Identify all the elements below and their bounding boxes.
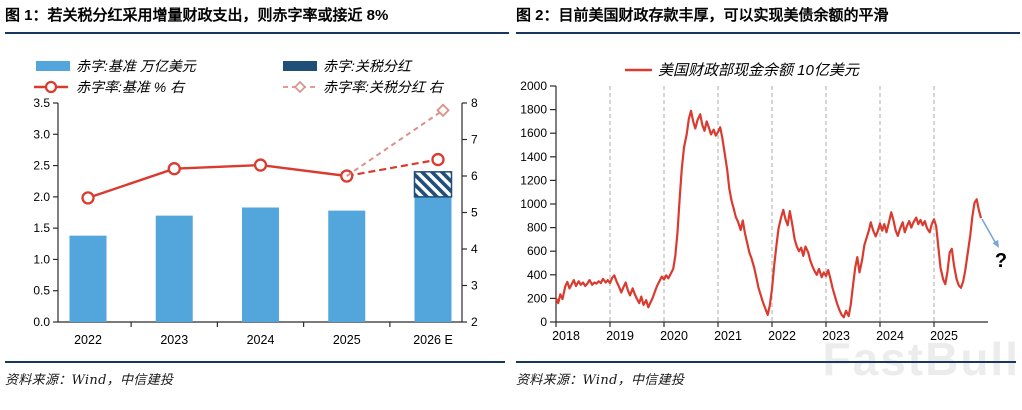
legend-swatch-baseline-deficit: [36, 61, 70, 71]
question-mark: ?: [995, 250, 1007, 272]
legend-marker-circle: [44, 80, 58, 94]
right-axis-tick-label: 7: [471, 133, 478, 147]
y-axis-tick-label: 1000: [520, 197, 547, 211]
y-axis-tick-label: 1600: [520, 126, 547, 140]
left-chart-ticks: 0.0 0.5 1.0 1.5 2.0 2.5 3.0 3.5 2 3 4 5 6 7 8 2022 2023 2…: [33, 96, 478, 347]
legend-label-tariff-rate: 赤字率:关税分红 右: [323, 79, 445, 95]
legend-marker-diamond: [293, 80, 307, 94]
deficit-bar: [328, 210, 366, 322]
deficit-bar: [414, 196, 452, 322]
baseline-deficit-rate-line: [81, 152, 445, 205]
right-axis-tick-label: 5: [471, 206, 478, 220]
fastbull-watermark: FastBull: [822, 333, 1020, 385]
left-axis-tick-label: 3.5: [33, 96, 50, 110]
x-axis-category-label: 2025: [333, 333, 361, 347]
treasury-cash-line-chart: 美国财政部现金余额 10亿美元 0 200 400 600 800 1000 1200 1400…: [520, 62, 1007, 343]
uncertainty-annotation: ?: [981, 218, 1007, 272]
legend-label-baseline-deficit: 赤字:基准 万亿美元: [76, 58, 197, 74]
y-axis-tick-label: 600: [527, 244, 547, 258]
left-axis-tick-label: 1.5: [33, 221, 50, 235]
x-axis-year-label: 2021: [714, 329, 742, 343]
hatched-bar: [413, 171, 453, 198]
tariff-dividend-bar-segment: [413, 171, 453, 198]
x-axis-year-label: 2018: [552, 329, 580, 343]
left-chart-title: 图 1：若关税分红采用增量财政支出，则赤字率或接近 8%: [5, 6, 509, 34]
right-footer-rule: 资料来源：Wind，中信建投: [516, 361, 1016, 388]
y-axis-tick-label: 400: [527, 268, 547, 282]
right-chart-legend: 美国财政部现金余额 10亿美元: [625, 62, 860, 79]
treasury-cash-balance-line: [555, 109, 983, 319]
x-axis-category-label: 2024: [247, 333, 275, 347]
rate-marker-diamond: [436, 103, 450, 118]
x-axis-category-label: 2022: [74, 333, 102, 347]
y-axis-tick-label: 2000: [520, 79, 547, 93]
panel-treasury-cash-chart: FastBull 图 2：目前美国财政存款丰厚，可以实现美债余额的平滑 美国财政…: [511, 0, 1022, 410]
right-axis-tick-label: 8: [471, 96, 478, 110]
deficit-bar: [155, 215, 193, 322]
left-axis-tick-label: 2.5: [33, 159, 50, 173]
right-axis-tick-label: 6: [471, 169, 478, 183]
y-axis-tick-label: 1400: [520, 150, 547, 164]
legend-label-treasury-cash: 美国财政部现金余额 10亿美元: [658, 62, 860, 79]
x-axis-year-label: 2019: [606, 329, 634, 343]
x-axis-year-label: 2023: [822, 329, 850, 343]
x-axis-year-label: 2020: [660, 329, 688, 343]
left-axis-tick-label: 0.0: [33, 315, 50, 329]
left-axis-tick-label: 2.0: [33, 190, 50, 204]
right-axis-tick-label: 3: [471, 279, 478, 293]
rate-marker-circle: [253, 158, 268, 172]
legend-label-baseline-rate: 赤字率:基准 % 右: [76, 79, 186, 95]
deficit-bar: [69, 235, 107, 322]
x-axis-year-label: 2022: [768, 329, 796, 343]
right-axis-tick-label: 4: [471, 242, 478, 256]
y-axis-tick-label: 1200: [520, 173, 547, 187]
right-axis-tick-label: 2: [471, 315, 478, 329]
right-source-note: 资料来源：Wind，中信建投: [516, 373, 685, 388]
x-axis-category-label: 2023: [160, 333, 188, 347]
left-source-note: 资料来源：Wind，中信建投: [5, 373, 174, 388]
left-axis-tick-label: 0.5: [33, 284, 50, 298]
left-axis-tick-label: 1.0: [33, 252, 50, 266]
forecast-arrow-head: [992, 239, 999, 248]
forecast-arrow-line: [981, 218, 996, 243]
legend-swatch-tariff-deficit: [283, 61, 317, 71]
rate-marker-circle: [167, 162, 181, 176]
y-axis-tick-label: 1800: [520, 103, 547, 117]
rate-marker-circle: [431, 152, 445, 167]
right-chart-ticks: 0 200 400 600 800 1000 1200 1400 1600 1800 2000 201…: [520, 79, 958, 343]
y-axis-tick-label: 0: [540, 315, 547, 329]
left-axis-tick-label: 3.0: [33, 127, 50, 141]
left-footer-rule: 资料来源：Wind，中信建投: [5, 361, 505, 388]
deficit-bar: [242, 207, 279, 322]
x-axis-year-label: 2024: [876, 329, 904, 343]
panel-deficit-chart: 图 1：若关税分红采用增量财政支出，则赤字率或接近 8% 赤字:基准 万亿美元赤…: [5, 6, 509, 388]
x-axis-category-label: 2026 E: [413, 333, 453, 347]
tariff-rate-projection-line: [346, 103, 450, 177]
rate-marker-circle: [81, 191, 95, 205]
right-chart-title: 图 2：目前美国财政存款丰厚，可以实现美债余额的平滑: [516, 6, 1020, 34]
baseline-deficit-bars: [69, 196, 452, 322]
y-axis-tick-label: 200: [527, 291, 547, 305]
deficit-combo-chart: 赤字:基准 万亿美元 赤字:关税分红赤字率:基准 % 右赤字率:关税分红 右0.0…: [33, 58, 478, 347]
legend-label-tariff-deficit: 赤字:关税分红: [323, 58, 413, 74]
x-axis-year-label: 2025: [930, 329, 958, 343]
y-axis-tick-label: 800: [527, 221, 547, 235]
